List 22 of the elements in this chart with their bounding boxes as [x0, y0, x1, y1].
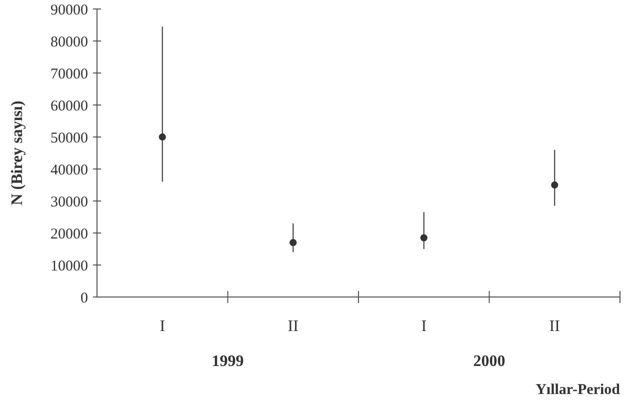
x-axis-title: Yıllar-Period: [536, 382, 621, 398]
y-tick-label: 50000: [50, 130, 88, 146]
y-tick-label: 20000: [50, 226, 88, 242]
y-tick-label: 70000: [50, 66, 88, 82]
point: [158, 133, 166, 141]
x-tick-label: I: [421, 318, 427, 335]
point: [551, 181, 558, 189]
y-tick-label: 40000: [50, 162, 88, 178]
text: 1999: [212, 353, 244, 370]
text: 2000: [473, 353, 506, 370]
y-tick-label: 30000: [50, 194, 88, 210]
y-tick-label: 10000: [50, 258, 88, 274]
y-tick-label: 80000: [50, 34, 88, 50]
x-tick-label: II: [288, 318, 298, 335]
point: [290, 239, 297, 246]
y-tick-label: 0: [80, 290, 88, 306]
y-tick-label: 60000: [50, 98, 88, 114]
point: [420, 234, 428, 242]
x-tick-label: I: [160, 318, 166, 335]
y-tick-label: 90000: [50, 2, 88, 18]
y-axis-title: N (Birey sayısı): [9, 100, 26, 206]
x-tick-label: II: [549, 318, 560, 335]
